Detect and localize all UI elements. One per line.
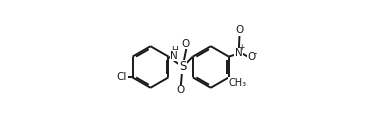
Text: CH₃: CH₃ — [228, 78, 247, 88]
Text: O: O — [182, 39, 190, 49]
Text: O: O — [235, 25, 244, 36]
Text: S: S — [179, 60, 186, 74]
Text: O: O — [177, 85, 185, 95]
Text: O: O — [247, 52, 256, 62]
Text: +: + — [238, 43, 245, 52]
Text: -: - — [253, 49, 257, 58]
Text: H: H — [171, 46, 177, 55]
Text: N: N — [235, 48, 243, 58]
Text: Cl: Cl — [117, 72, 127, 82]
Text: N: N — [170, 51, 178, 61]
